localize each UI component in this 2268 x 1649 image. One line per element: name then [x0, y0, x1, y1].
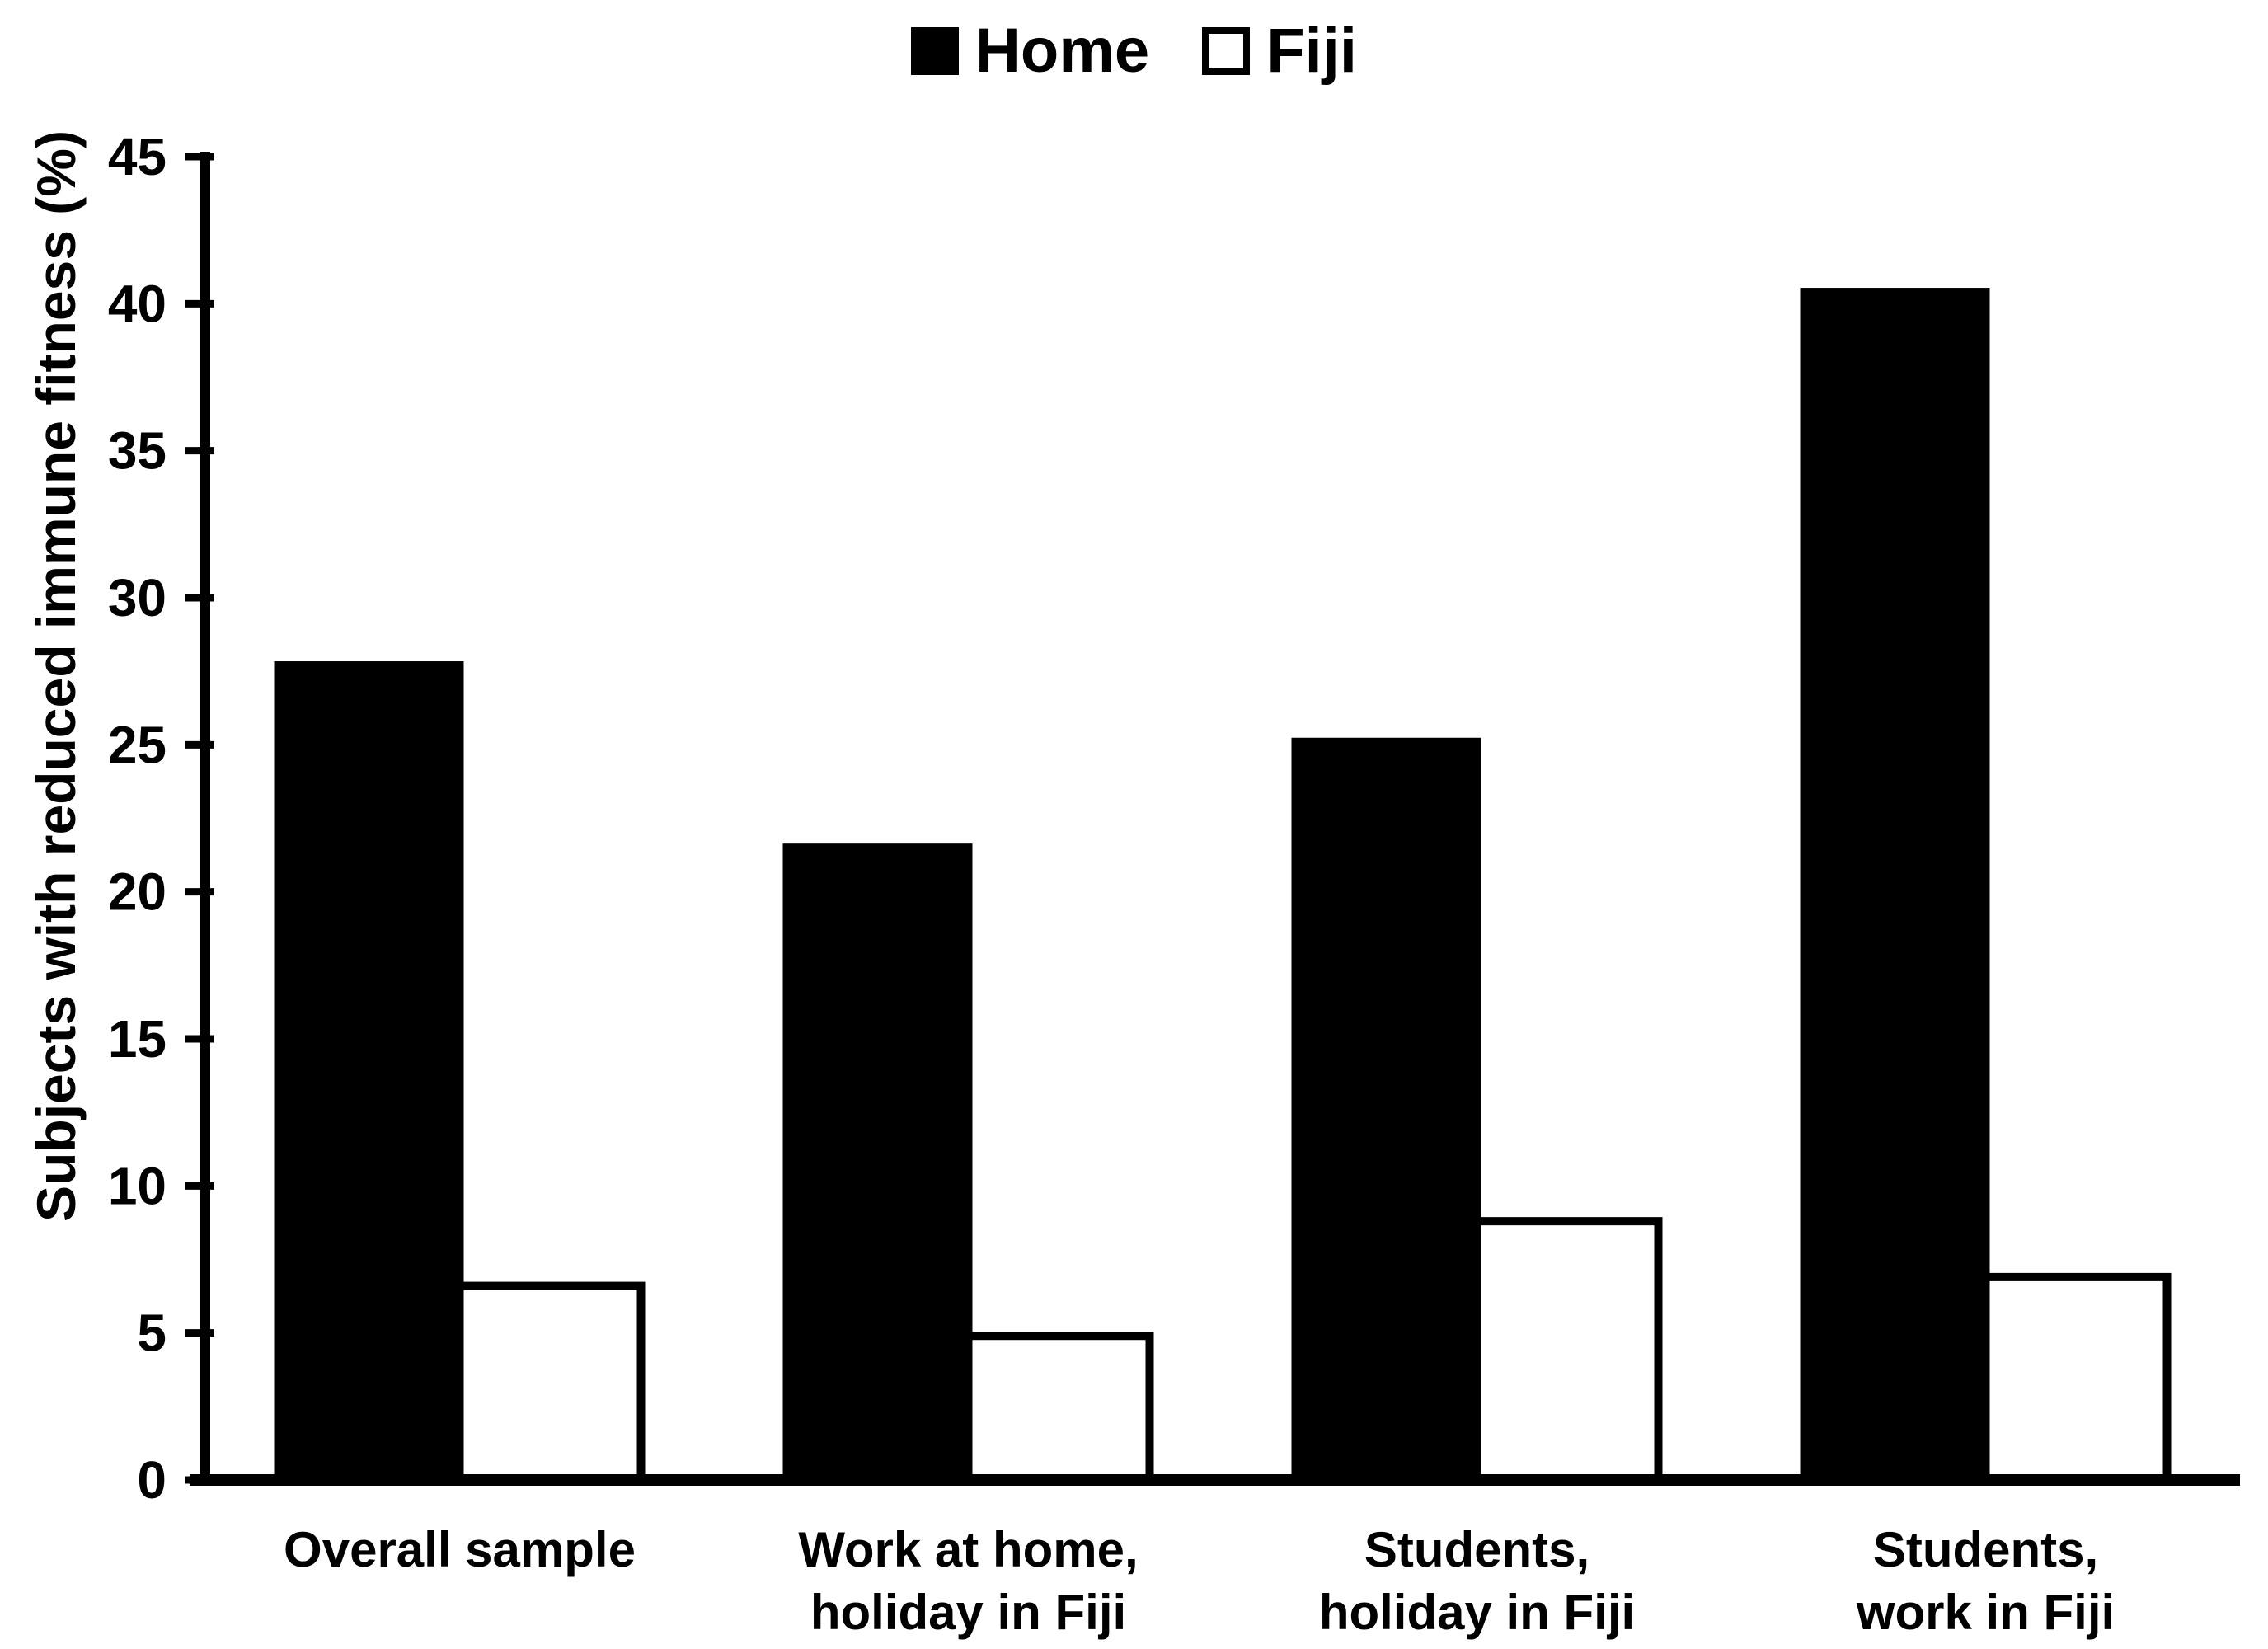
legend-item-home: Home — [911, 20, 1149, 82]
y-tick-label: 25 — [108, 715, 167, 774]
legend-swatch-home — [911, 27, 960, 75]
bar-home-2 — [1291, 737, 1481, 1484]
y-tick-label: 15 — [108, 1009, 167, 1069]
y-tick-label: 45 — [108, 127, 167, 186]
category-label-0: Overall sample — [284, 1522, 636, 1577]
bar-fiji-3 — [1981, 1272, 2172, 1485]
y-tick-label: 40 — [108, 274, 167, 333]
bar-home-1 — [782, 843, 973, 1484]
y-tick-label: 5 — [137, 1304, 167, 1363]
category-label-3: Students, work in Fiji — [1856, 1522, 2115, 1640]
bar-fiji-1 — [964, 1332, 1154, 1484]
legend-label: Fiji — [1266, 16, 1357, 86]
y-tick-label: 35 — [108, 421, 167, 481]
y-tick-label: 10 — [108, 1156, 167, 1215]
legend-label: Home — [975, 16, 1150, 86]
y-axis-title: Subjects with reduced immune fitness (%) — [26, 130, 87, 1222]
bar-fiji-2 — [1472, 1217, 1663, 1484]
legend-swatch-fiji — [1202, 27, 1251, 75]
y-tick-label: 0 — [137, 1450, 167, 1510]
bar-home-3 — [1800, 288, 1990, 1485]
bar-home-0 — [274, 661, 464, 1484]
category-label-2: Students, holiday in Fiji — [1319, 1522, 1635, 1640]
y-tick-label: 30 — [108, 568, 167, 627]
chart-legend: Home Fiji — [0, 20, 2268, 82]
y-tick-label: 20 — [108, 862, 167, 922]
bar-fiji-0 — [455, 1281, 646, 1484]
legend-item-fiji: Fiji — [1202, 20, 1357, 82]
category-label-1: Work at home, holiday in Fiji — [798, 1522, 1138, 1640]
